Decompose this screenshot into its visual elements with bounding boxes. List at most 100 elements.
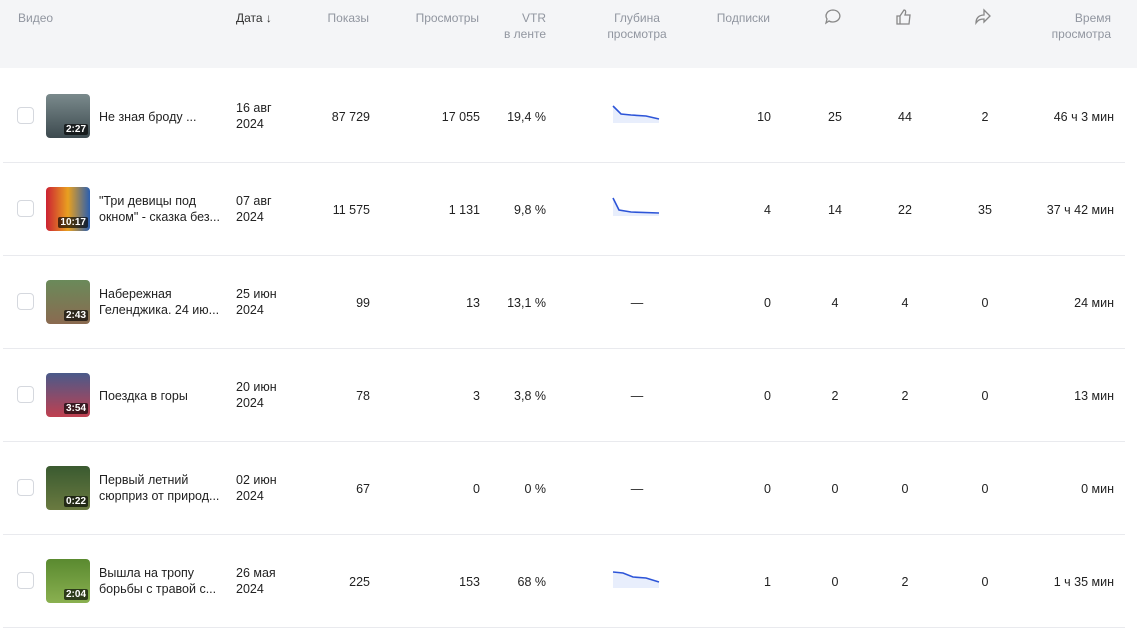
checkbox[interactable] xyxy=(17,107,34,124)
watch-time: 37 ч 42 мин xyxy=(1046,203,1114,217)
thumbnail[interactable]: 2:04 xyxy=(46,559,90,603)
impressions: 225 xyxy=(349,575,370,589)
vtr: 3,8 % xyxy=(514,389,546,403)
table-row[interactable]: 2:43 Набережная Геленджика. 24 ию... 25 ию… xyxy=(3,256,1125,349)
vtr: 0 % xyxy=(524,482,546,496)
table-row[interactable]: 10:17 "Три девицы под окном" - сказка без… xyxy=(3,163,1125,256)
shares: 0 xyxy=(981,389,989,403)
impressions: 99 xyxy=(356,296,370,310)
video-title[interactable]: "Три девицы под окном" - сказка без... xyxy=(99,194,220,224)
col-subscriptions[interactable]: Подписки xyxy=(716,11,770,25)
sparkline-line xyxy=(612,197,660,214)
shares: 0 xyxy=(981,482,989,496)
comments: 0 xyxy=(831,575,839,589)
date: 02 июн 2024 xyxy=(236,473,277,503)
likes: 2 xyxy=(901,575,909,589)
video-title[interactable]: Первый летний сюрприз от природ... xyxy=(99,473,220,503)
vtr: 13,1 % xyxy=(507,296,546,310)
views: 0 xyxy=(473,482,480,496)
checkbox[interactable] xyxy=(17,479,34,496)
subscriptions: 0 xyxy=(764,389,771,403)
checkbox[interactable] xyxy=(17,200,34,217)
comments: 14 xyxy=(828,203,842,217)
video-title[interactable]: Вышла на тропу борьбы с травой с... xyxy=(99,566,217,596)
col-vtr[interactable]: VTR в ленте xyxy=(503,11,546,41)
col-date-label: Дата xyxy=(236,11,263,25)
watch-time: 13 мин xyxy=(1074,389,1114,403)
likes: 44 xyxy=(898,110,912,124)
comment-icon[interactable] xyxy=(824,8,842,26)
thumbnail[interactable]: 0:22 xyxy=(46,466,90,510)
views: 1 131 xyxy=(448,203,480,217)
comments: 25 xyxy=(828,110,842,124)
subscriptions: 4 xyxy=(764,203,771,217)
comments: 4 xyxy=(831,296,839,310)
views: 17 055 xyxy=(441,110,480,124)
impressions: 11 575 xyxy=(332,203,370,217)
duration: 2:43 xyxy=(63,310,88,321)
share-icon[interactable] xyxy=(974,8,992,26)
watch-time: 1 ч 35 мин xyxy=(1053,575,1114,589)
col-views[interactable]: Просмотры xyxy=(415,11,479,25)
col-depth[interactable]: Глубина просмотра xyxy=(607,11,667,41)
col-video[interactable]: Видео xyxy=(18,11,54,25)
comments: 2 xyxy=(831,389,839,403)
watch-time: 46 ч 3 мин xyxy=(1053,110,1114,124)
watch-time: 0 мин xyxy=(1081,482,1114,496)
sparkline-area xyxy=(613,572,659,588)
sparkline-line xyxy=(612,105,660,120)
subscriptions: 0 xyxy=(764,296,771,310)
checkbox[interactable] xyxy=(17,293,34,310)
depth-sparkline xyxy=(612,105,660,123)
video-title[interactable]: Поездка в горы xyxy=(99,389,188,403)
thumbnail[interactable]: 3:54 xyxy=(46,373,90,417)
subscriptions: 1 xyxy=(764,575,771,589)
depth: — xyxy=(630,296,644,310)
vtr: 9,8 % xyxy=(514,203,546,217)
depth: — xyxy=(630,482,644,496)
duration: 2:27 xyxy=(63,124,88,135)
watch-time: 24 мин xyxy=(1074,296,1114,310)
video-title[interactable]: Набережная Геленджика. 24 ию... xyxy=(99,287,220,317)
impressions: 67 xyxy=(356,482,370,496)
shares: 0 xyxy=(981,296,989,310)
shares: 0 xyxy=(981,575,989,589)
table-header: Видео Дата ↓ Показы Просмотры VTR в лент… xyxy=(0,0,1137,68)
like-icon[interactable] xyxy=(895,8,913,26)
date: 20 июн 2024 xyxy=(236,380,277,410)
shares: 35 xyxy=(978,203,992,217)
col-date[interactable]: Дата ↓ xyxy=(236,11,272,25)
impressions: 87 729 xyxy=(331,110,370,124)
vtr: 19,4 % xyxy=(507,110,546,124)
date: 07 авг 2024 xyxy=(236,194,272,224)
vtr: 68 % xyxy=(517,575,547,589)
thumbnail[interactable]: 2:27 xyxy=(46,94,90,138)
subscriptions: 0 xyxy=(764,482,771,496)
col-watch-time[interactable]: Время просмотра xyxy=(1051,11,1111,41)
table-row[interactable]: 2:04 Вышла на тропу борьбы с травой с... 2… xyxy=(3,535,1125,628)
likes: 22 xyxy=(898,203,912,217)
views: 3 xyxy=(473,389,480,403)
col-impressions[interactable]: Показы xyxy=(327,11,369,25)
date: 16 авг 2024 xyxy=(236,101,272,131)
depth-sparkline xyxy=(612,197,660,216)
checkbox[interactable] xyxy=(17,386,34,403)
table-row[interactable]: 3:54 Поездка в горы 20 июн 2024 78 3 3,8 % — 0 2… xyxy=(3,349,1125,442)
duration: 10:17 xyxy=(58,217,88,228)
video-title[interactable]: Не зная броду ... xyxy=(99,110,197,124)
impressions: 78 xyxy=(356,389,370,403)
views: 13 xyxy=(466,296,480,310)
table-row[interactable]: 2:27 Не зная броду ... 16 авг 2024 87 729 17… xyxy=(3,70,1125,163)
likes: 2 xyxy=(901,389,909,403)
thumbnail[interactable]: 2:43 xyxy=(46,280,90,324)
subscriptions: 10 xyxy=(757,110,771,124)
shares: 2 xyxy=(981,110,989,124)
likes: 0 xyxy=(901,482,909,496)
duration: 2:04 xyxy=(63,589,88,600)
depth: — xyxy=(630,389,644,403)
thumbnail[interactable]: 10:17 xyxy=(46,187,90,231)
table-row[interactable]: 0:22 Первый летний сюрприз от природ... 02… xyxy=(3,442,1125,535)
sparkline-area xyxy=(613,106,659,123)
checkbox[interactable] xyxy=(17,572,34,589)
